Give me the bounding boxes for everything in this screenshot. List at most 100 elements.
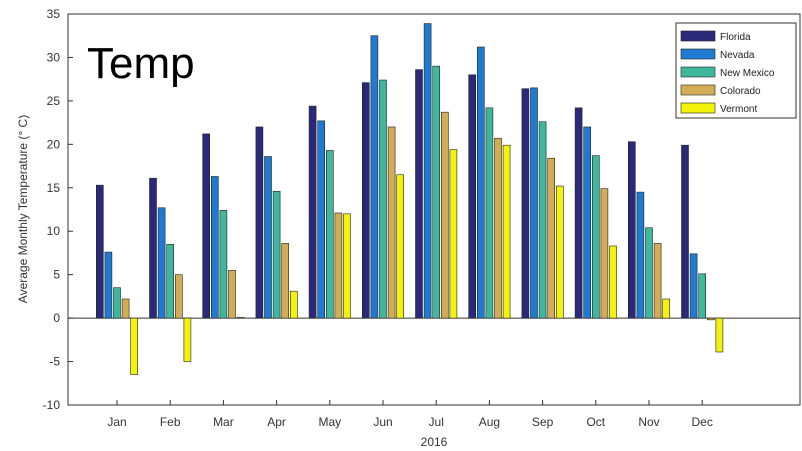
bar <box>689 253 698 319</box>
bar <box>370 35 379 319</box>
bar <box>289 290 298 319</box>
bar <box>104 251 113 319</box>
bar <box>149 177 157 319</box>
bar <box>715 317 724 353</box>
legend-swatch <box>680 84 716 96</box>
bar <box>521 88 530 319</box>
bar <box>494 137 502 319</box>
x-tick-label: Mar <box>213 415 234 429</box>
bar <box>600 188 609 319</box>
bar <box>574 107 583 319</box>
x-tick-label: Aug <box>479 415 500 429</box>
x-tick-label: Feb <box>160 415 181 429</box>
bar <box>415 69 423 319</box>
bar <box>236 316 245 319</box>
chart-title: Temp <box>87 39 195 88</box>
bar <box>334 212 343 319</box>
bar <box>547 157 556 319</box>
bar <box>432 65 441 319</box>
y-tick-label: 30 <box>47 50 61 64</box>
bar <box>255 126 264 319</box>
x-tick-label: Nov <box>638 415 659 429</box>
legend-label: Florida <box>720 32 751 43</box>
bar <box>530 87 538 319</box>
legend-swatch <box>680 30 716 42</box>
y-tick-label: 0 <box>53 311 60 325</box>
bar <box>113 287 121 319</box>
y-tick-label: 10 <box>47 224 61 238</box>
bar <box>317 120 326 319</box>
legend-swatch <box>680 48 716 60</box>
bar <box>627 141 636 319</box>
bar <box>681 144 689 319</box>
bar <box>538 121 547 319</box>
bar <box>219 210 228 319</box>
bar <box>202 133 210 319</box>
bar <box>645 227 653 319</box>
bar <box>308 105 317 319</box>
bar <box>121 298 130 319</box>
legend: Florida Nevada New Mexico Colorado Vermont <box>675 22 797 119</box>
bar <box>175 274 183 319</box>
bar <box>485 107 494 319</box>
legend-label: New Mexico <box>720 68 775 79</box>
y-tick-label: 20 <box>47 137 61 151</box>
legend-label: Vermont <box>720 104 757 115</box>
bar <box>379 79 387 319</box>
y-tick-label: -5 <box>49 355 60 369</box>
bar <box>698 273 707 319</box>
bar <box>583 126 592 319</box>
bar <box>609 245 617 319</box>
bar <box>183 317 192 362</box>
bar <box>396 174 405 319</box>
legend-label: Nevada <box>720 50 755 61</box>
y-tick-label: -10 <box>43 398 61 412</box>
bar <box>130 317 138 375</box>
bar <box>502 144 511 319</box>
x-tick-label: Sep <box>532 415 554 429</box>
bar <box>591 155 600 319</box>
bar-series <box>96 23 724 375</box>
bar <box>343 213 351 319</box>
bar <box>361 82 370 319</box>
bar <box>440 111 449 319</box>
legend-swatch <box>680 66 716 78</box>
y-tick-label: 25 <box>47 94 61 108</box>
bar <box>272 190 281 319</box>
legend-items: Florida Nevada New Mexico Colorado Vermont <box>680 30 775 115</box>
bar <box>662 298 671 319</box>
bar <box>636 191 645 319</box>
x-tick-label: Jun <box>373 415 392 429</box>
x-axis-title: 2016 <box>421 435 448 449</box>
bar <box>468 74 477 319</box>
bar <box>706 317 715 321</box>
y-axis-title: Average Monthly Temperature (° C) <box>16 115 30 303</box>
bar <box>555 185 564 319</box>
x-tick-label: Dec <box>692 415 713 429</box>
x-tick-label: May <box>318 415 341 429</box>
bar <box>157 207 166 319</box>
bar <box>264 156 272 319</box>
bar <box>166 243 174 319</box>
y-tick-label: 15 <box>47 181 61 195</box>
x-tick-label: Apr <box>267 415 286 429</box>
x-tick-label: Jan <box>107 415 126 429</box>
x-tick-label: Oct <box>586 415 605 429</box>
legend-label: Colorado <box>720 86 761 97</box>
bar <box>211 176 219 319</box>
y-axis-ticks: -10 -5 0 5 10 15 20 25 30 35 <box>43 7 73 412</box>
x-axis-ticks: Jan Feb Mar Apr May Jun Jul Aug Sep Oct Nov Dec <box>107 400 713 429</box>
bar <box>387 126 396 319</box>
bar <box>653 243 662 319</box>
bar <box>476 46 485 319</box>
bar <box>281 243 290 319</box>
y-tick-label: 5 <box>53 268 60 282</box>
legend-swatch <box>680 102 716 114</box>
x-tick-label: Jul <box>429 415 444 429</box>
y-tick-label: 35 <box>47 7 61 21</box>
bar <box>228 270 236 319</box>
bar <box>96 184 104 319</box>
bar <box>423 23 432 319</box>
bar <box>325 150 334 319</box>
